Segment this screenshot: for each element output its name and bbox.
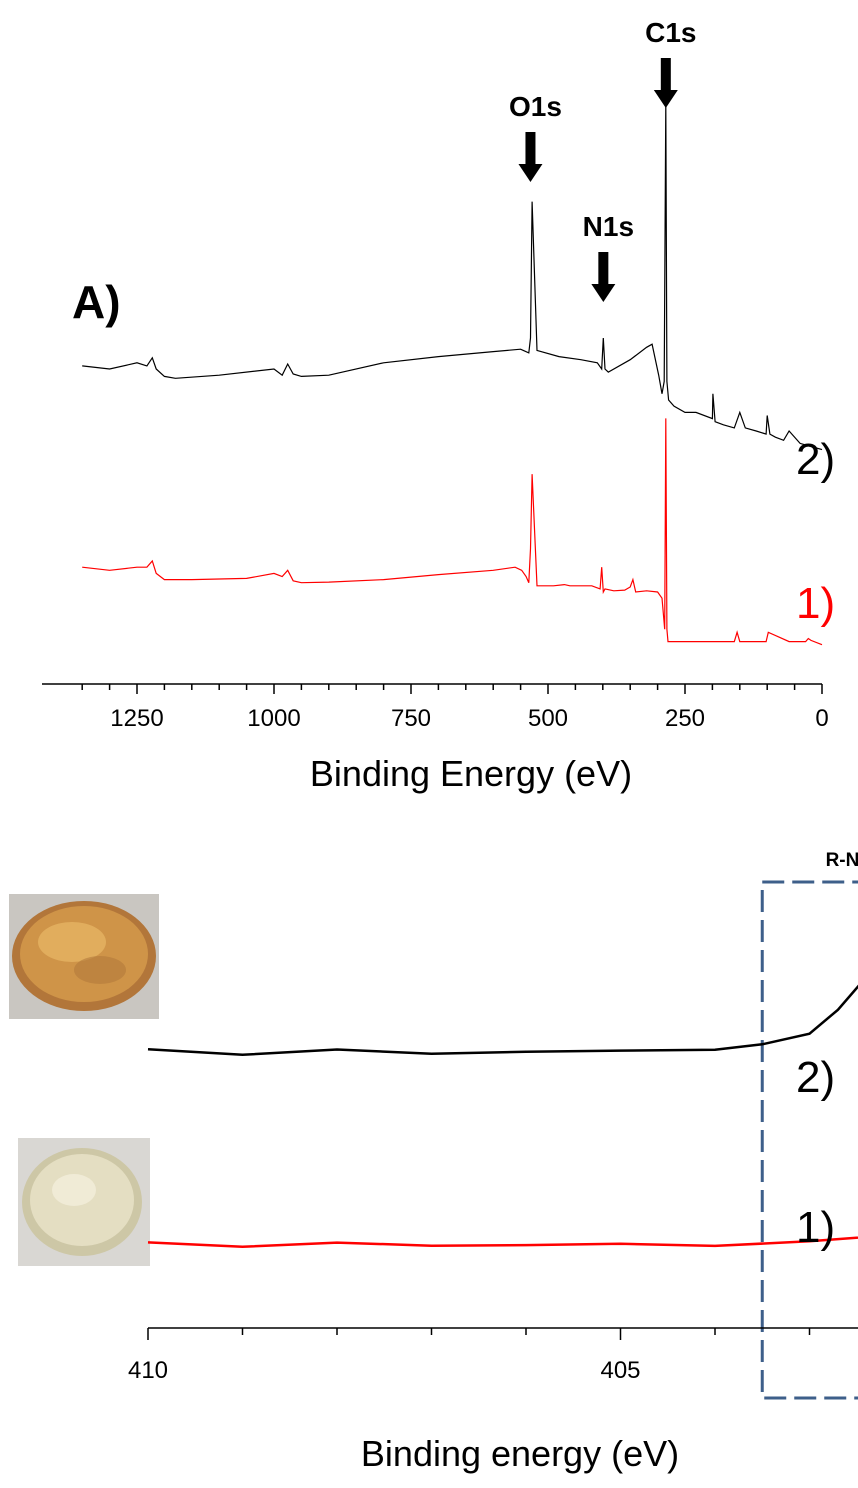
x-tick-label: 405 xyxy=(600,1357,640,1384)
series-2-label-a: 2) xyxy=(796,435,835,484)
arrow-down-icon xyxy=(653,58,678,108)
region-label: R-NH+3 xyxy=(826,847,858,874)
x-tick-label: 0 xyxy=(815,705,828,732)
peak-annotations: C1s O1s N1s xyxy=(509,17,697,302)
region-box xyxy=(760,880,858,1400)
peak-label: N1s xyxy=(583,211,634,242)
panel-a: A) 2) 1) C1s O1s N1s 1250 1000 750 500 250 0 Bi… xyxy=(42,17,835,794)
series-1-line-a xyxy=(82,418,823,646)
series-1-label-b: 1) xyxy=(796,1203,835,1252)
panel-a-label: A) xyxy=(72,276,121,328)
x-axis-title-a: Binding Energy (eV) xyxy=(310,753,632,794)
x-tick-label: 410 xyxy=(128,1357,168,1384)
x-axis-title-b: Binding energy (eV) xyxy=(361,1433,679,1474)
x-tick-label: 1000 xyxy=(247,705,300,732)
x-tick-label: 250 xyxy=(665,705,705,732)
sample-photo-1 xyxy=(18,1138,150,1266)
x-tick-label: 500 xyxy=(528,705,568,732)
peak-label: O1s xyxy=(509,91,562,122)
arrow-down-icon xyxy=(591,252,616,302)
sample-photo-2 xyxy=(9,894,159,1019)
series-2-label-b: 2) xyxy=(796,1053,835,1102)
series-1-line-b xyxy=(147,1236,858,1249)
arrow-down-icon xyxy=(518,132,543,182)
series-1-label-a: 1) xyxy=(796,579,835,628)
x-ticks-b: 410405400395 xyxy=(128,1328,811,1384)
x-tick-label: 750 xyxy=(391,705,431,732)
assignment-regions: R-NH+3R-NH2 xyxy=(760,847,858,1400)
series-2-line-b xyxy=(147,984,858,1057)
x-ticks-a: 1250 1000 750 500 250 0 xyxy=(81,684,829,732)
series-2-line-a xyxy=(82,102,823,451)
peak-label: C1s xyxy=(645,17,696,48)
panel-b: B) R-NH+3R-NH2 2) 1) 410405400395 Bindin… xyxy=(9,847,858,1474)
x-tick-label: 1250 xyxy=(110,705,163,732)
